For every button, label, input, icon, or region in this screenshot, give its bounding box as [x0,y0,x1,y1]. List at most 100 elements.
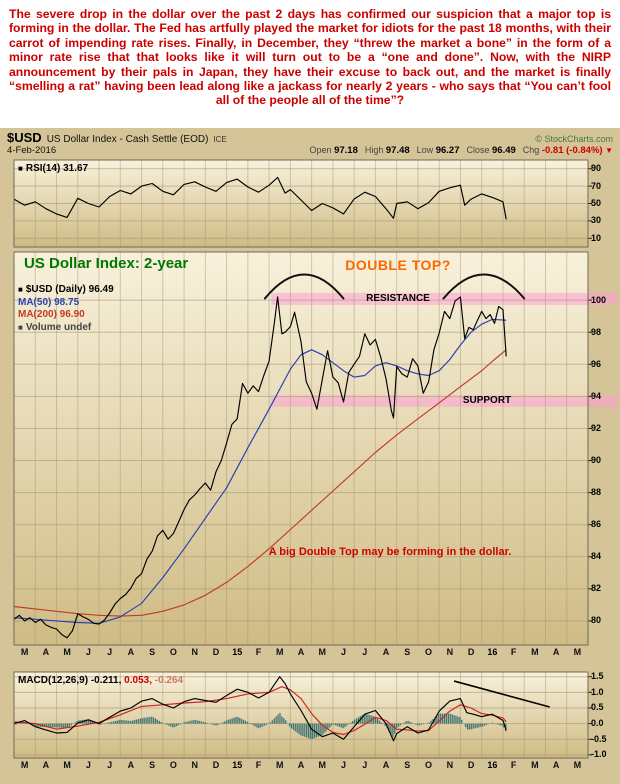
x-axis-label: O [425,760,433,770]
change-down-arrow-icon: ▼ [605,146,613,155]
x-axis-label: F [255,647,262,657]
x-axis-label: A [127,760,135,770]
x-axis-label: M [275,760,284,770]
y-axis-label: 0.0 [591,718,604,729]
x-axis-label: M [531,647,539,657]
legend-label: MA(50) 98.75 [18,296,80,308]
y-axis-label: 1.5 [591,671,604,682]
macd-legend-value: -0.264 [154,675,184,686]
y-axis-label: 50 [591,198,602,208]
commentary-text: The severe drop in the dollar over the p… [0,0,620,128]
quote-item: Chg -0.81 (-0.84%) ▼ [523,145,613,156]
support-label: SUPPORT [462,395,512,406]
x-axis-label: J [85,760,91,770]
quote-item: Open 97.18 [310,145,358,156]
double-top-label: DOUBLE TOP? [345,257,451,273]
x-axis-label: D [212,647,220,657]
y-axis-label: 80 [591,615,602,626]
y-axis-label: -0.5 [591,733,607,744]
x-axis-label: A [42,647,50,657]
legend-row: ■ $USD (Daily) 96.49 [18,284,114,297]
x-axis-label: J [85,647,91,657]
x-axis-label: A [552,760,560,770]
x-axis-label: S [404,647,411,657]
quote-value: 96.27 [435,145,460,156]
x-axis-label: S [404,760,411,770]
quote-value: 97.48 [385,145,410,156]
x-axis-label: J [341,760,347,770]
copyright-watermark: © StockCharts.com [535,134,613,144]
ticker-symbol: $USD [7,130,42,145]
x-axis-label: S [149,647,156,657]
x-axis-label: A [297,647,305,657]
y-axis-label: 0.5 [591,702,604,713]
double-top-note: A big Double Top may be forming in the d… [268,546,512,558]
quote-label: Chg [522,145,540,155]
x-axis-label: M [20,760,29,770]
legend-chart-icon: ■ [18,322,23,332]
quote-value: -0.81 (-0.84%) [541,145,603,156]
y-axis-label: 82 [591,583,602,594]
legend-row: MA(50) 98.75 [18,297,114,310]
macd-legend: MACD(12,26,9) -0.211, 0.053, -0.264 [18,675,183,686]
y-axis-label: 1.0 [591,686,604,697]
macd-legend-value: -0.211, [90,675,125,686]
quote-row: Open 97.18 High 97.48 Low 96.27 Close 96.49… [310,145,613,156]
legend-chart-icon: ■ [18,285,23,294]
chart-header: $USD US Dollar Index - Cash Settle (EOD)… [0,128,620,158]
x-axis-label: N [446,647,454,657]
x-axis-label: 16 [487,647,498,657]
x-axis-label: M [318,647,327,657]
quote-label: Open [309,145,332,155]
x-axis-label: 15 [232,760,243,770]
y-axis-label: 84 [591,551,602,562]
legend-row: MA(200) 96.90 [18,309,114,322]
x-axis-label: J [341,647,347,657]
x-axis-label: J [362,647,368,657]
y-axis-label: 90 [591,455,602,466]
legend-label: $USD (Daily) 96.49 [25,284,114,295]
x-axis-label: A [382,647,390,657]
x-axis-label: O [169,760,177,770]
resistance-label: RESISTANCE [366,293,430,304]
y-axis-label: 70 [591,180,602,191]
legend-label: MA(200) 96.90 [18,309,85,320]
chart-area: ■ RSI(14) 31.67 US Dollar Index: 2-year ■… [0,158,620,782]
macd-legend-value: 0.053, [124,675,155,686]
x-axis-label: A [552,647,560,657]
x-axis-label: D [467,760,475,770]
y-axis-label: 86 [591,519,602,530]
x-axis-label: F [510,760,517,770]
x-axis-label: N [191,647,198,657]
y-axis-label: 90 [591,163,602,174]
x-axis-label: A [127,647,135,657]
x-axis-label: D [467,647,475,657]
x-axis-label: O [425,647,433,657]
x-axis-label: A [382,760,390,770]
x-axis-label: M [531,760,539,770]
y-axis-label: 92 [591,422,602,433]
x-axis-label: M [573,760,582,770]
x-axis-label: M [573,647,582,657]
quote-item: Close 96.49 [466,145,515,156]
x-axis-label: F [255,760,262,770]
legend-chart-icon: ■ [18,164,23,173]
x-axis-label: J [362,760,368,770]
x-axis-label: A [297,760,305,770]
y-axis-label: 98 [591,326,602,337]
x-axis-label: N [191,760,198,770]
x-axis-label: M [63,647,71,657]
x-axis-label: M [20,647,29,657]
x-axis-label: J [107,647,113,657]
x-axis-label: 15 [232,647,243,657]
y-axis-label: 88 [591,487,602,498]
x-axis-label: D [212,760,220,770]
panel-title: US Dollar Index: 2-year [24,255,189,272]
legend-row: ■ Volume undef [18,322,114,335]
quote-date: 4-Feb-2016 [7,145,57,156]
x-axis-label: M [63,760,71,770]
x-axis-label: F [510,647,517,657]
quote-item: High 97.48 [365,145,410,156]
macd-legend-name: MACD(12,26,9) [18,675,91,686]
